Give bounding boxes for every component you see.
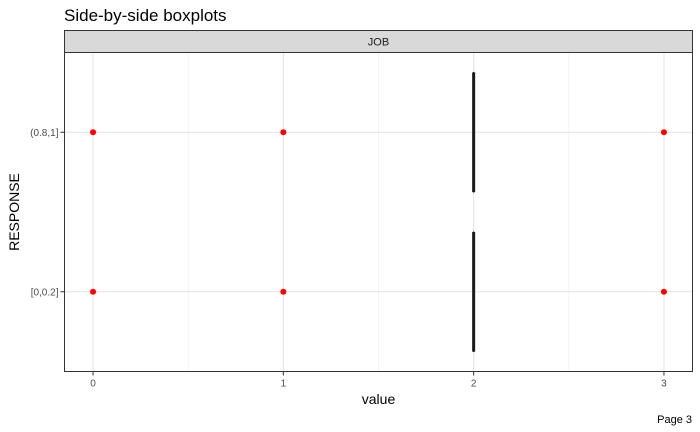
x-tick-label: 2	[471, 379, 477, 390]
y-axis-title: RESPONSE	[6, 173, 22, 251]
facet-label: JOB	[368, 37, 389, 49]
outliers	[90, 129, 667, 295]
chart-title: Side-by-side boxplots	[64, 6, 227, 25]
x-axis-title: value	[362, 391, 396, 407]
x-tick-label: 3	[661, 379, 667, 390]
plot-panel-border	[64, 52, 693, 372]
y-tick-label: [0,0.2]	[31, 287, 59, 298]
outlier-point	[90, 288, 97, 295]
x-axis: 0 1 2 3	[90, 371, 667, 390]
y-tick-label: (0.8,1]	[30, 128, 59, 139]
outlier-point	[280, 288, 287, 295]
outlier-point	[660, 288, 667, 295]
page-label: Page 3	[657, 414, 692, 426]
x-tick-label: 0	[90, 379, 96, 390]
outlier-point	[660, 129, 667, 136]
y-axis: (0.8,1] [0,0.2]	[30, 128, 65, 298]
grid	[64, 52, 693, 372]
x-tick-label: 1	[281, 379, 287, 390]
outlier-point	[90, 129, 97, 136]
outlier-point	[280, 129, 287, 136]
